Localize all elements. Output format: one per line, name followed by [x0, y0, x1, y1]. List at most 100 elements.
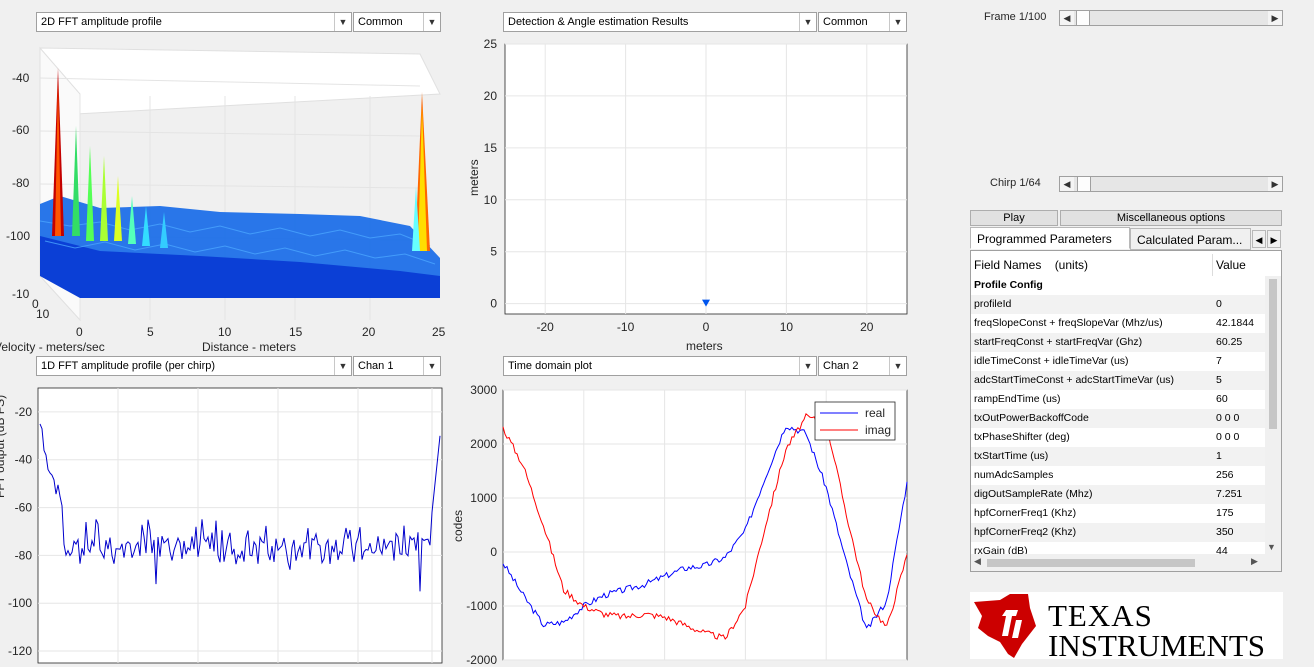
surface-plot-2d-fft[interactable]: -40 -60 -80 -100 -10 0 10 0 5 10 15 20 2… [0, 36, 460, 356]
chevron-down-icon: ▼ [334, 357, 351, 375]
y-axis-label: codes [451, 510, 465, 542]
param-field-name: digOutSampleRate (Mhz) [974, 488, 1093, 500]
scroll-down-icon[interactable]: ▼ [1267, 542, 1276, 552]
y-tick-label: 2000 [470, 437, 497, 451]
time-domain-line-plot[interactable]: 3000 2000 1000 0 -1000 -2000 real imag codes [450, 380, 920, 667]
hscroll-thumb[interactable] [987, 559, 1195, 567]
svg-text:20: 20 [362, 325, 376, 339]
tab-calculated-parameters[interactable]: Calculated Param... [1130, 228, 1251, 250]
scale-select-top-left[interactable]: Common ▼ [353, 12, 441, 32]
y-tick-label: 15 [484, 141, 498, 155]
plot-type-select-bottom-left[interactable]: 1D FFT amplitude profile (per chirp) ▼ [36, 356, 352, 376]
chevron-down-icon: ▼ [423, 357, 440, 375]
table-row[interactable]: digOutSampleRate (Mhz) 7.251 [971, 485, 1265, 504]
plot-type-value: 1D FFT amplitude profile (per chirp) [41, 360, 216, 372]
scroll-right-icon[interactable]: ▶ [1251, 556, 1258, 566]
y-tick-label: 1000 [470, 491, 497, 505]
table-row[interactable]: adcStartTimeConst + adcStartTimeVar (us)… [971, 371, 1265, 390]
frame-slider[interactable]: ◀ ▶ [1059, 10, 1283, 26]
table-row[interactable]: rampEndTime (us) 60 [971, 390, 1265, 409]
table-row[interactable]: txOutPowerBackoffCode 0 0 0 [971, 409, 1265, 428]
slider-left-arrow-icon[interactable]: ◀ [1060, 11, 1074, 25]
chirp-slider[interactable]: ◀ ▶ [1059, 176, 1283, 192]
slider-right-arrow-icon[interactable]: ▶ [1268, 177, 1282, 191]
y-tick-label: 25 [484, 37, 498, 51]
plot-type-value: Time domain plot [508, 360, 592, 372]
y-tick-label: 20 [484, 89, 498, 103]
tab-scroll-left-icon[interactable]: ◀ [1252, 230, 1266, 248]
table-row[interactable]: txStartTime (us) 1 [971, 447, 1265, 466]
chevron-down-icon: ▼ [799, 357, 816, 375]
x-tick-label: -10 [617, 320, 635, 334]
scale-value: Common [823, 16, 868, 28]
section-title: Profile Config [974, 279, 1043, 291]
scale-select-top-right[interactable]: Common ▼ [818, 12, 907, 32]
channel-select-bottom-right[interactable]: Chan 2 ▼ [818, 356, 907, 376]
param-value: 60.25 [1216, 336, 1243, 348]
ti-logo-icon [974, 594, 1036, 658]
table-row[interactable]: profileId 0 [971, 295, 1265, 314]
table-row[interactable]: idleTimeConst + idleTimeVar (us) 7 [971, 352, 1265, 371]
svg-text:-60: -60 [12, 123, 30, 137]
scroll-left-icon[interactable]: ◀ [974, 556, 981, 566]
table-horizontal-scrollbar[interactable]: ◀ ▶ [971, 554, 1281, 571]
param-value: 0 0 0 [1216, 412, 1240, 424]
param-value: 350 [1216, 526, 1234, 538]
param-value: 42.1844 [1216, 317, 1254, 329]
chevron-down-icon: ▼ [889, 357, 906, 375]
table-row[interactable]: freqSlopeConst + freqSlopeVar (Mhz/us) 42… [971, 314, 1265, 333]
y-tick-label: 5 [490, 245, 497, 259]
param-field-name: adcStartTimeConst + adcStartTimeVar (us) [974, 374, 1175, 386]
svg-text:-10: -10 [12, 287, 30, 301]
table-row[interactable]: startFreqConst + startFreqVar (Ghz) 60.25 [971, 333, 1265, 352]
header-value: Value [1216, 258, 1246, 272]
plot-type-select-top-right[interactable]: Detection & Angle estimation Results ▼ [503, 12, 817, 32]
misc-options-button[interactable]: Miscellaneous options [1060, 210, 1282, 226]
y-tick-label: 0 [490, 545, 497, 559]
param-value: 0 0 0 [1216, 431, 1240, 443]
legend: real imag [814, 401, 896, 441]
svg-text:0: 0 [32, 297, 39, 311]
table-vertical-scrollbar[interactable]: ▼ [1265, 276, 1281, 554]
parameters-table[interactable]: Field Names (units) Value Profile Config… [970, 250, 1282, 572]
param-value: 7.251 [1216, 488, 1243, 500]
detected-object-point [702, 299, 710, 307]
scale-value: Common [358, 16, 403, 28]
slider-left-arrow-icon[interactable]: ◀ [1060, 177, 1074, 191]
y-tick-label: -80 [15, 548, 33, 562]
param-value: 1 [1216, 450, 1222, 462]
fft-1d-line-plot[interactable]: -20 -40 -60 -80 -100 -120 FFT output (dB FS) [0, 380, 450, 667]
chevron-down-icon: ▼ [889, 13, 906, 31]
texas-instruments-logo: TEXAS INSTRUMENTS [970, 592, 1283, 663]
table-row[interactable]: hpfCornerFreq1 (Khz) 175 [971, 504, 1265, 523]
y-tick-label: -60 [15, 501, 33, 515]
detection-scatter-plot[interactable]: -20 -10 0 10 20 0 5 10 15 20 25 meters meters [450, 36, 920, 356]
plot-type-select-bottom-right[interactable]: Time domain plot ▼ [503, 356, 817, 376]
x-tick-label: 10 [780, 320, 794, 334]
play-button[interactable]: Play [970, 210, 1058, 226]
y-tick-label: 10 [484, 193, 498, 207]
svg-text:10: 10 [218, 325, 232, 339]
param-field-name: txOutPowerBackoffCode [974, 412, 1089, 424]
chevron-down-icon: ▼ [799, 13, 816, 31]
channel-select-bottom-left[interactable]: Chan 1 ▼ [353, 356, 441, 376]
y-tick-label: -120 [8, 644, 32, 658]
plot-type-select-top-left[interactable]: 2D FFT amplitude profile ▼ [36, 12, 352, 32]
table-row[interactable]: numAdcSamples 256 [971, 466, 1265, 485]
param-field-name: rampEndTime (us) [974, 393, 1061, 405]
tab-programmed-parameters[interactable]: Programmed Parameters [970, 227, 1130, 249]
param-field-name: profileId [974, 298, 1012, 310]
param-value: 5 [1216, 374, 1222, 386]
table-section-row: Profile Config [971, 276, 1265, 295]
table-row[interactable]: txPhaseShifter (deg) 0 0 0 [971, 428, 1265, 447]
chirp-slider-thumb[interactable] [1076, 177, 1091, 191]
legend-real: real [865, 406, 885, 420]
param-field-name: txStartTime (us) [974, 450, 1049, 462]
scrollbar-thumb[interactable] [1269, 279, 1277, 429]
logo-line1: TEXAS [1048, 598, 1153, 633]
y-tick-label: -40 [15, 453, 33, 467]
slider-right-arrow-icon[interactable]: ▶ [1268, 11, 1282, 25]
table-row[interactable]: hpfCornerFreq2 (Khz) 350 [971, 523, 1265, 542]
tab-scroll-right-icon[interactable]: ▶ [1267, 230, 1281, 248]
frame-slider-thumb[interactable] [1075, 11, 1090, 25]
